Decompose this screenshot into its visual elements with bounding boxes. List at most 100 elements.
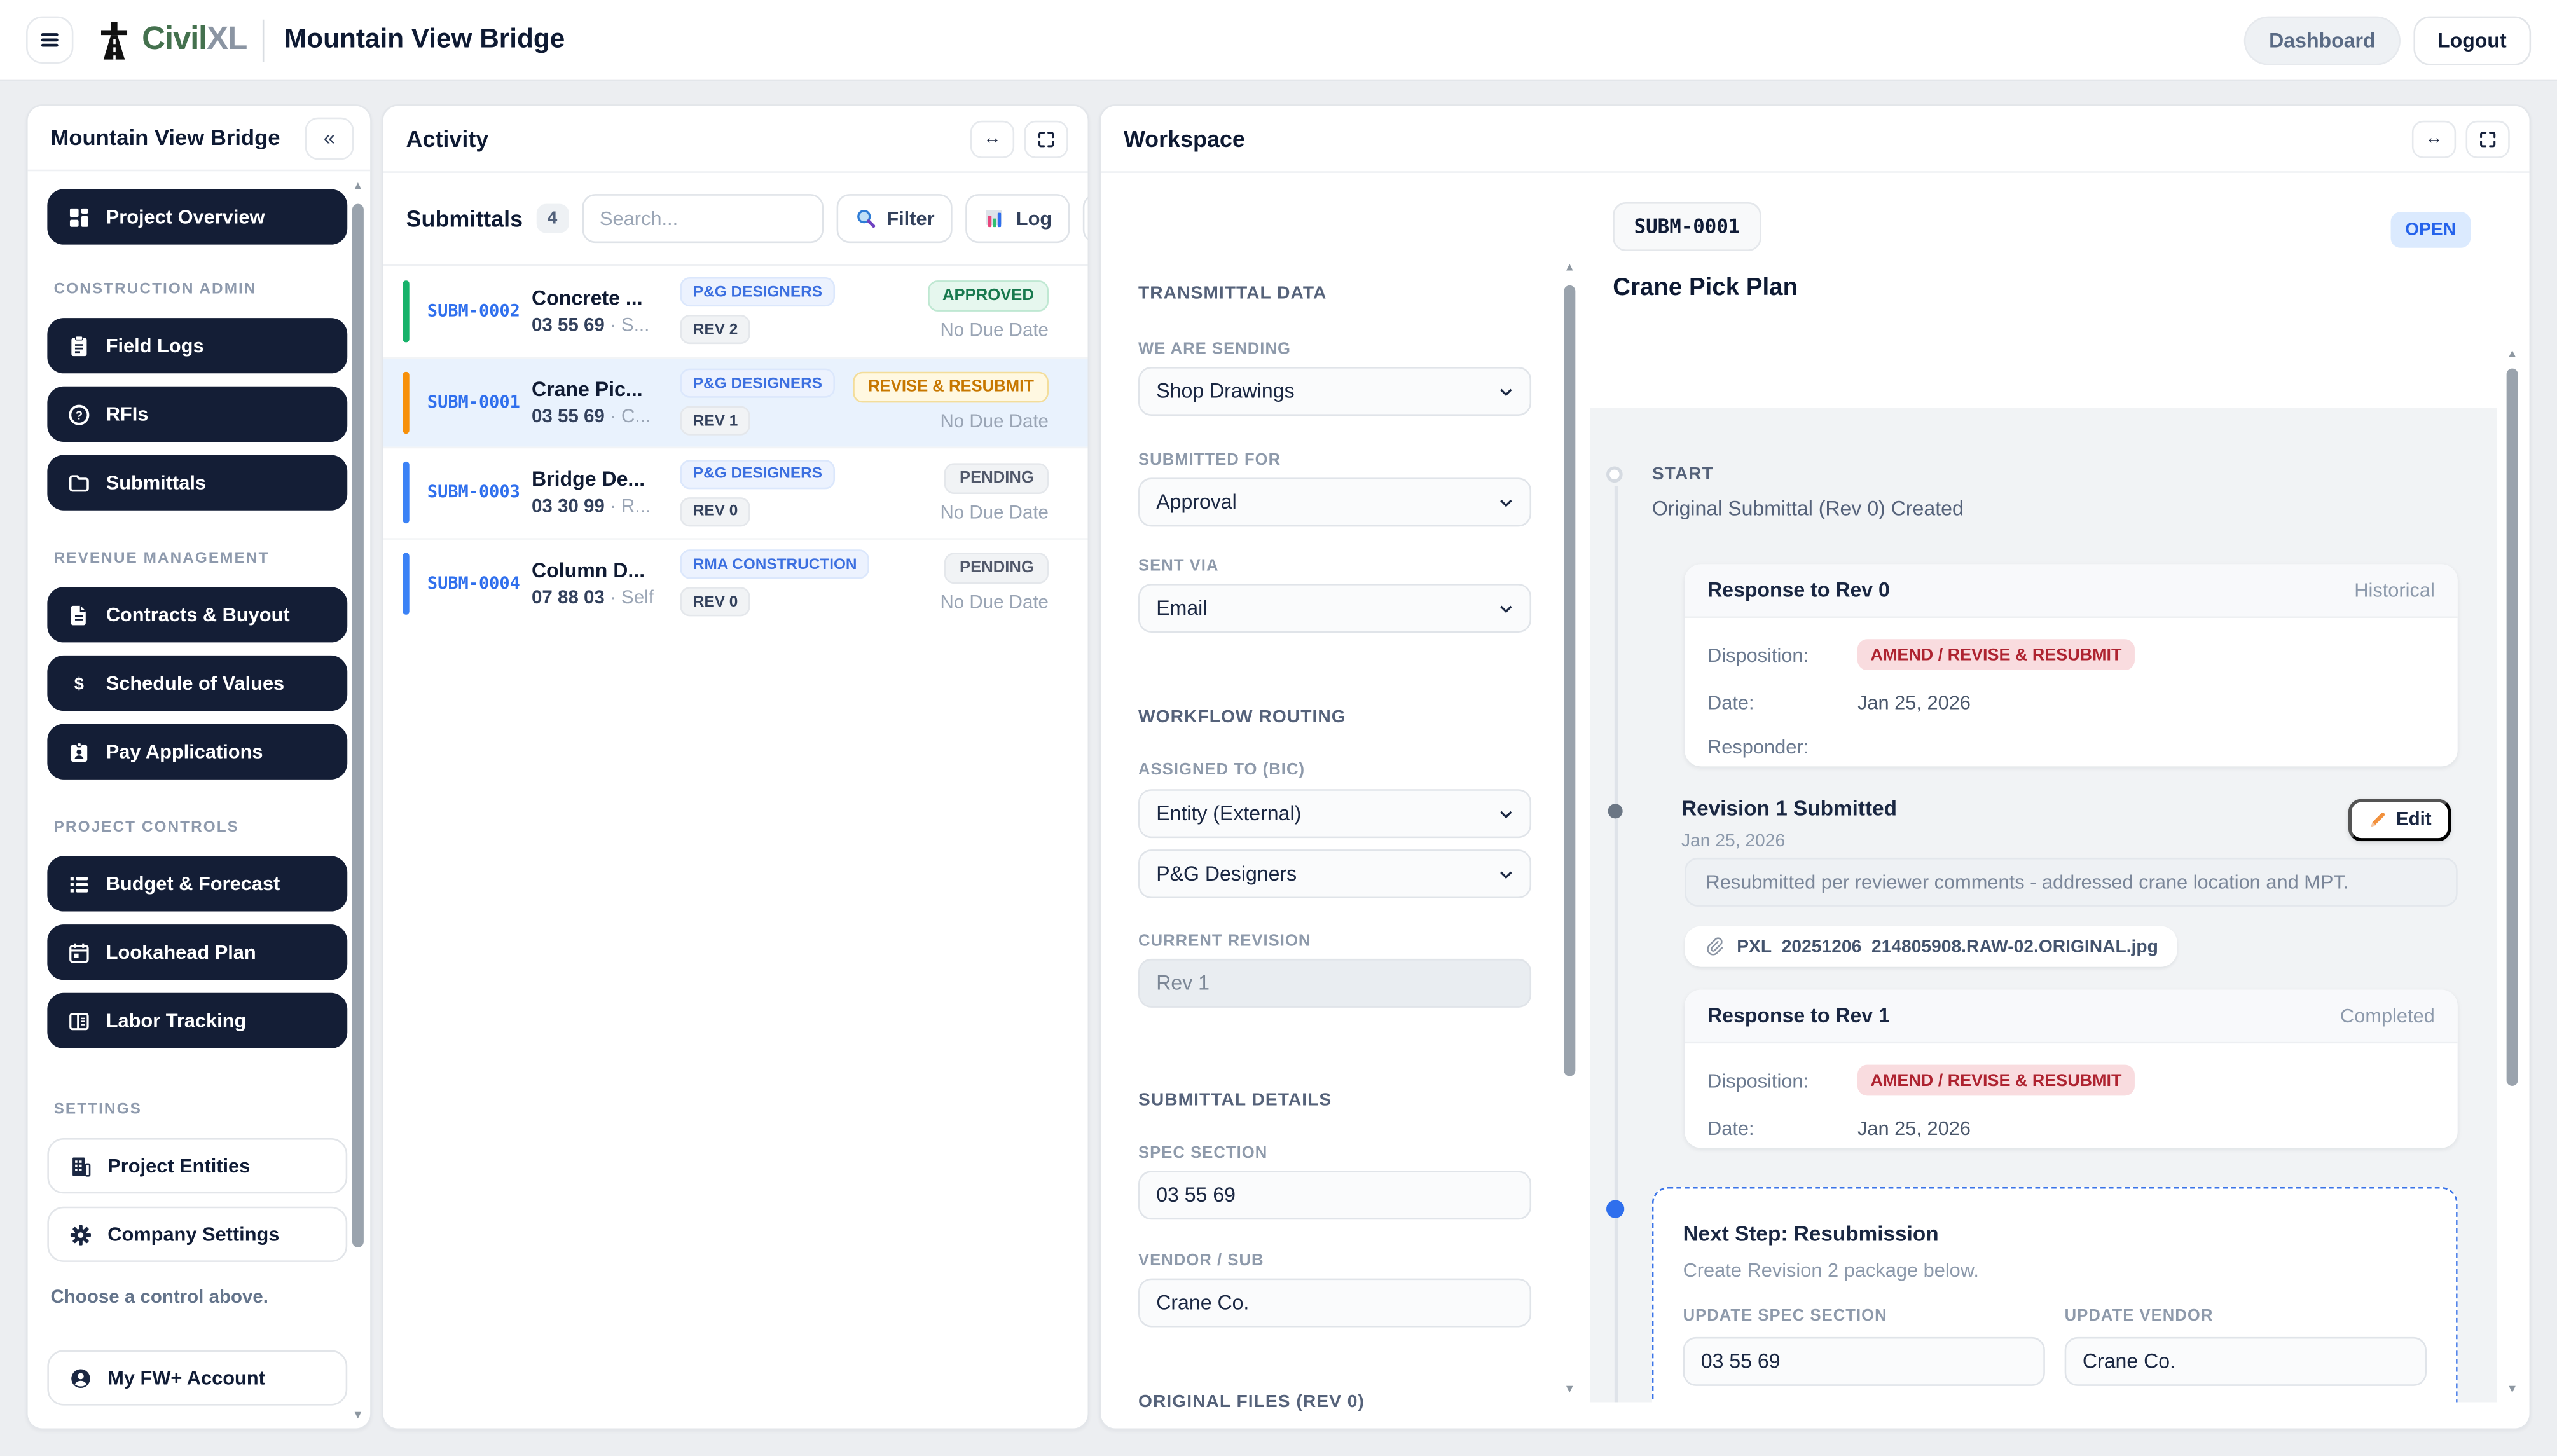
revision1-date: Jan 25, 2026 xyxy=(1681,832,1785,851)
timeline-start-node xyxy=(1606,466,1623,483)
workspace-resize-button[interactable]: ↔ xyxy=(2412,120,2456,157)
divider xyxy=(263,18,265,61)
dashboard-button[interactable]: Dashboard xyxy=(2245,15,2400,64)
topbar: CivilXL Mountain View Bridge Dashboard L… xyxy=(0,0,2557,81)
submitted-for-select[interactable]: Approval xyxy=(1138,477,1531,526)
sidebar-item-field-logs[interactable]: Field Logs xyxy=(47,318,347,373)
spec-section-input[interactable] xyxy=(1138,1171,1531,1219)
pencil-icon xyxy=(2368,811,2388,830)
sidebar-item-project-entities[interactable]: Project Entities xyxy=(47,1138,347,1193)
revision1-note: Resubmitted per reviewer comments - addr… xyxy=(1685,858,2458,907)
sidebar-item-lookahead-plan[interactable]: Lookahead Plan xyxy=(47,924,347,980)
calendar-icon xyxy=(67,940,91,964)
workflow-routing-header: WORKFLOW ROUTING xyxy=(1138,708,1346,727)
sent-via-select[interactable]: Email xyxy=(1138,584,1531,633)
vendor-sub-input[interactable] xyxy=(1138,1279,1531,1328)
folder-icon xyxy=(67,470,91,495)
workspace-panel: Workspace ↔ TRANSMITTAL DATA WE ARE SEND… xyxy=(1099,104,2531,1430)
submittal-row-subm-0003[interactable]: SUBM-0003 Bridge De... 03 30 99 · R... P… xyxy=(383,447,1088,537)
user-circle-icon xyxy=(69,1366,93,1390)
sidebar-item-submittals[interactable]: Submittals xyxy=(47,455,347,510)
sidebar-item-labor-tracking[interactable]: Labor Tracking xyxy=(47,993,347,1048)
activity-resize-button[interactable]: ↔ xyxy=(970,120,1014,157)
sidebar-item-schedule-of-values[interactable]: $ Schedule of Values xyxy=(47,656,347,711)
svg-text:$: $ xyxy=(74,673,84,692)
scroll-up-icon[interactable]: ▲ xyxy=(350,181,365,193)
submittal-detail-header: SUBM-0001 OPEN Crane Pick Plan xyxy=(1590,173,2506,408)
scroll-up-icon[interactable]: ▲ xyxy=(2505,349,2519,361)
grid-icon xyxy=(67,205,91,229)
fullscreen-icon xyxy=(1037,130,1055,148)
entity-pill: P&G DESIGNERS xyxy=(680,278,835,307)
sidebar-item-budget-forecast[interactable]: Budget & Forecast xyxy=(47,856,347,911)
submittal-details-header: SUBMITTAL DETAILS xyxy=(1138,1091,1332,1111)
sidebar-scrollbar[interactable]: ▲ ▼ xyxy=(352,181,366,1422)
sidebar-item-company-settings[interactable]: Company Settings xyxy=(47,1207,347,1262)
submittal-row-subm-0002[interactable]: SUBM-0002 Concrete ... 03 55 69 · S... P… xyxy=(383,266,1088,356)
timeline-scrollbar[interactable]: ▲ ▼ xyxy=(2507,349,2520,1396)
submittal-list: SUBM-0002 Concrete ... 03 55 69 · S... P… xyxy=(383,266,1088,628)
brand-logo: CivilXL xyxy=(93,18,247,61)
activity-fullscreen-button[interactable] xyxy=(1024,120,1068,157)
hamburger-icon xyxy=(39,29,60,50)
log-button[interactable]: Log xyxy=(965,194,1070,243)
clipboard-icon xyxy=(67,333,91,357)
sidebar-item-my-account[interactable]: My FW+ Account xyxy=(47,1350,347,1405)
submittals-tab-label: Submittals xyxy=(406,205,523,231)
assigned-to-entity-select[interactable]: P&G Designers xyxy=(1138,849,1531,898)
next-step-panel: Next Step: Resubmission Create Revision … xyxy=(1652,1187,2458,1403)
sidebar-section-revenue-management: REVENUE MANAGEMENT xyxy=(54,549,348,567)
workspace-form-scrollbar[interactable]: ▲ ▼ xyxy=(1564,263,1577,1396)
transmittal-data-header: TRANSMITTAL DATA xyxy=(1138,284,1327,303)
bar-chart-icon xyxy=(984,207,1007,230)
app: CivilXL Mountain View Bridge Dashboard L… xyxy=(0,0,2557,1456)
sidebar-section-project-controls: PROJECT CONTROLS xyxy=(54,818,348,836)
rev-pill: REV 1 xyxy=(680,406,750,436)
attachment-chip[interactable]: PXL_20251206_214805908.RAW-02.ORIGINAL.j… xyxy=(1685,926,2178,967)
submittal-row-subm-0004[interactable]: SUBM-0004 Column D... 07 88 03 · Self RM… xyxy=(383,537,1088,628)
search-magnifier-icon xyxy=(854,207,877,230)
more-toolbar-button[interactable] xyxy=(1083,194,1088,243)
entity-pill: P&G DESIGNERS xyxy=(680,369,835,398)
scroll-down-icon[interactable]: ▼ xyxy=(1562,1384,1577,1396)
scroll-down-icon[interactable]: ▼ xyxy=(350,1410,365,1422)
activity-title: Activity xyxy=(406,125,489,151)
road-logo-icon xyxy=(93,18,135,61)
assigned-to-type-select[interactable]: Entity (External) xyxy=(1138,789,1531,838)
sidebar-item-contracts-buyout[interactable]: Contracts & Buyout xyxy=(47,587,347,642)
search-input[interactable] xyxy=(582,194,824,243)
sidebar-item-project-overview[interactable]: Project Overview xyxy=(47,189,347,244)
gear-icon xyxy=(69,1222,93,1246)
sidebar-item-pay-applications[interactable]: Pay Applications xyxy=(47,724,347,780)
submittal-title: Bridge De... xyxy=(532,469,680,491)
sidebar-collapse-button[interactable]: « xyxy=(305,116,354,159)
status-badge: PENDING xyxy=(945,463,1049,494)
status-badge: PENDING xyxy=(945,553,1049,584)
status-bar xyxy=(403,553,409,614)
update-spec-section-input[interactable] xyxy=(1683,1337,2045,1386)
sidebar-title: Mountain View Bridge xyxy=(50,125,280,149)
filter-button[interactable]: Filter xyxy=(836,194,953,243)
rev-pill: REV 2 xyxy=(680,315,750,345)
timeline-node xyxy=(1608,804,1623,818)
next-step-title: Next Step: Resubmission xyxy=(1683,1221,2427,1246)
sidebar-item-rfis[interactable]: ? RFIs xyxy=(47,387,347,442)
workspace-fullscreen-button[interactable] xyxy=(2466,120,2510,157)
historical-tag: Historical xyxy=(2354,579,2435,601)
status-badge: APPROVED xyxy=(928,281,1049,312)
we-are-sending-select[interactable]: Shop Drawings xyxy=(1138,367,1531,416)
revision1-title: Revision 1 Submitted xyxy=(1681,795,1897,820)
submittals-count-badge: 4 xyxy=(536,204,569,233)
timeline-line xyxy=(1615,486,1618,1402)
hamburger-menu-button[interactable] xyxy=(26,17,73,64)
edit-button[interactable]: Edit xyxy=(2349,799,2451,842)
update-vendor-input[interactable] xyxy=(2065,1337,2427,1386)
activity-toolbar: Submittals 4 Filter Log xyxy=(383,173,1088,266)
original-files-header: ORIGINAL FILES (REV 0) xyxy=(1138,1392,1365,1412)
scroll-down-icon[interactable]: ▼ xyxy=(2505,1384,2519,1396)
scroll-up-icon[interactable]: ▲ xyxy=(1562,263,1577,274)
activity-panel: Activity ↔ Submittals 4 Filter Log xyxy=(382,104,1089,1430)
submittal-row-subm-0001[interactable]: SUBM-0001 Crane Pic... 03 55 69 · C... P… xyxy=(383,356,1088,446)
logout-button[interactable]: Logout xyxy=(2413,15,2532,64)
sidebar: Mountain View Bridge « Project Overview … xyxy=(26,104,372,1430)
